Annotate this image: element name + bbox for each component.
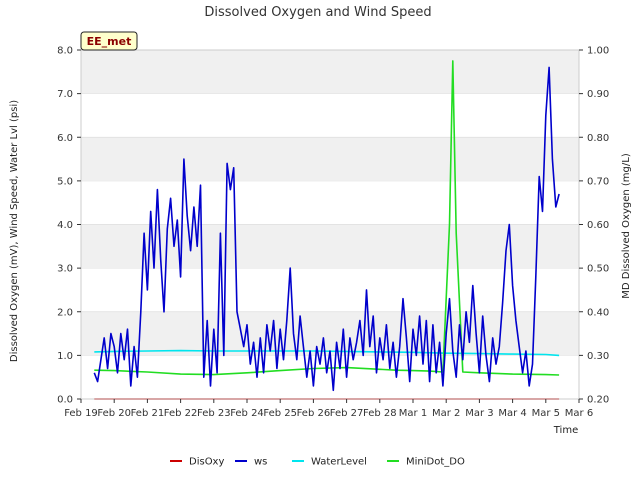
legend-label: DisOxy [189, 457, 224, 468]
x-tick-label: Mar 1 [399, 408, 427, 419]
x-tick-label: Mar 3 [465, 408, 493, 419]
series-line-ws [93, 66, 560, 392]
x-tick-label: Feb 28 [363, 408, 397, 419]
right-tick-label: 0.20 [587, 395, 609, 406]
left-tick-label: 4.0 [57, 220, 73, 231]
grid-band [81, 311, 579, 356]
x-tick-label: Feb 27 [330, 408, 364, 419]
series-line-minidot-do [94, 60, 560, 376]
x-tick-label: Feb 26 [297, 408, 331, 419]
right-tick-label: 0.80 [587, 133, 609, 144]
x-tick-label: Feb 19 [64, 408, 98, 419]
chart-title: Dissolved Oxygen and Wind Speed [204, 5, 431, 20]
x-tick-label: Feb 23 [197, 408, 231, 419]
legend-label: ws [254, 457, 267, 468]
left-tick-label: 1.0 [57, 351, 73, 362]
right-tick-label: 0.30 [587, 351, 609, 362]
x-tick-label: Feb 24 [230, 408, 264, 419]
right-tick-label: 1.00 [587, 46, 609, 57]
x-tick-label: Feb 25 [263, 408, 297, 419]
left-axis-ticks: 0.0 1.0 2.0 3.0 4.0 5.0 6.0 7.0 8.0 [57, 46, 81, 406]
left-tick-label: 3.0 [57, 264, 73, 275]
right-tick-label: 0.50 [587, 264, 609, 275]
right-tick-label: 0.90 [587, 89, 609, 100]
left-tick-label: 8.0 [57, 46, 73, 57]
right-tick-label: 0.40 [587, 307, 609, 318]
left-tick-label: 7.0 [57, 89, 73, 100]
legend-label: MiniDot_DO [406, 457, 465, 468]
grid-band [81, 224, 579, 269]
x-tick-label: Feb 20 [97, 408, 131, 419]
left-tick-label: 0.0 [57, 395, 73, 406]
x-tick-label: Feb 21 [131, 408, 165, 419]
left-tick-label: 6.0 [57, 133, 73, 144]
station-badge: EE_met [80, 31, 138, 51]
legend: DisOxy ws WaterLevel MiniDot_DO [170, 457, 465, 468]
x-tick-label: Feb 22 [164, 408, 198, 419]
left-tick-label: 2.0 [57, 307, 73, 318]
grid-band [81, 137, 579, 181]
right-axis-label: MD Dissolved Oxygen (mg/L) [621, 153, 632, 299]
x-tick-label: Mar 6 [565, 408, 593, 419]
x-tick-label: Mar 4 [498, 408, 526, 419]
x-tick-label: Mar 2 [432, 408, 460, 419]
right-axis-ticks: 0.20 0.30 0.40 0.50 0.60 0.70 0.80 0.90 1.00 [579, 46, 609, 406]
right-tick-label: 0.70 [587, 176, 609, 187]
legend-label: WaterLevel [311, 457, 367, 468]
left-axis-label: Dissolved Oxygen (mV), Wind Speed, Water… [9, 100, 20, 362]
x-axis-label: Time [553, 425, 578, 436]
x-tick-label: Mar 5 [532, 408, 560, 419]
x-axis-ticks: Feb 19 Feb 20 Feb 21 Feb 22 Feb 23 Feb 24 Feb … [64, 399, 593, 419]
right-tick-label: 0.60 [587, 220, 609, 231]
grid-band [81, 50, 579, 94]
left-tick-label: 5.0 [57, 176, 73, 187]
station-badge-label: EE_met [87, 35, 132, 48]
